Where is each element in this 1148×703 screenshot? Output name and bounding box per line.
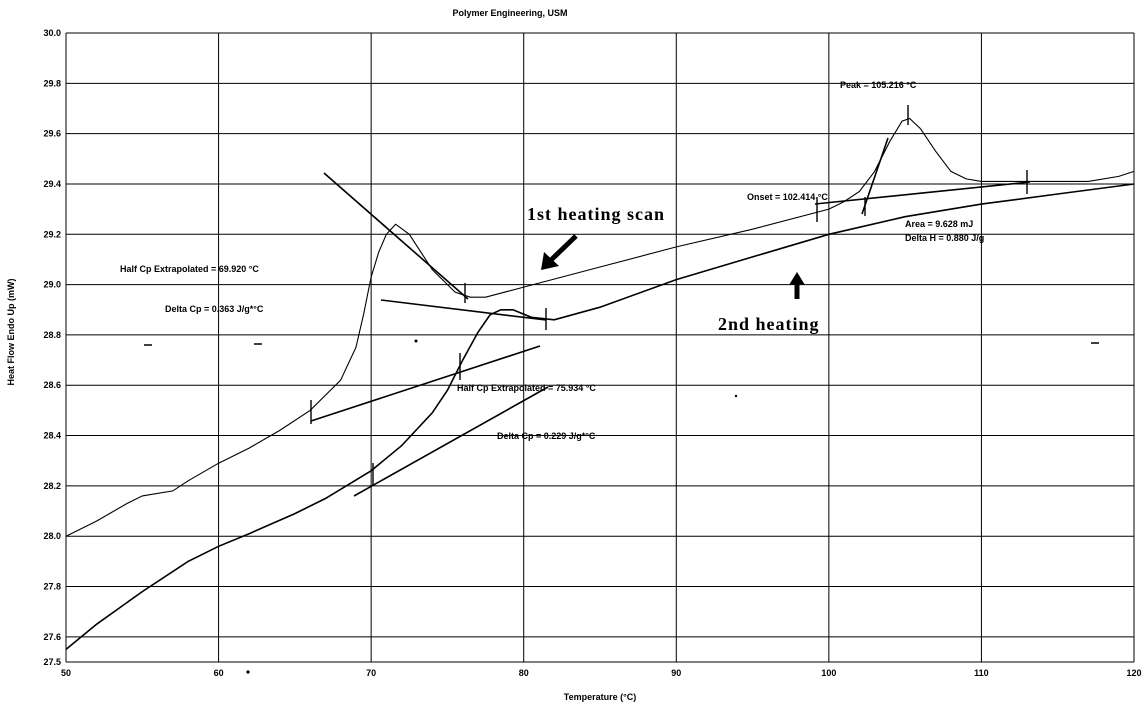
x-tick-label: 80 [519, 668, 529, 678]
tangent-1st-glass-pre [310, 345, 541, 422]
stray-dot [414, 339, 418, 343]
annotation-peak: Peak = 105.216 °C [840, 80, 917, 90]
tangent-1st-glass-slope [323, 172, 469, 300]
x-tick-label: 70 [366, 668, 376, 678]
y-tick-label: 27.6 [43, 632, 61, 642]
annotation-delta-h: Delta H = 0.880 J/g [905, 233, 984, 243]
tangent-melt-onset [861, 137, 889, 215]
y-tick-label: 28.0 [43, 531, 61, 541]
y-tick-label: 28.8 [43, 330, 61, 340]
series-2nd-heating-curve [65, 183, 1135, 651]
x-tick-label: 50 [61, 668, 71, 678]
x-tick-label: 60 [214, 668, 224, 678]
stray-dot [734, 394, 738, 398]
arrow-2nd-scan-head [789, 272, 805, 285]
tangent-1st-glass-post [380, 299, 547, 321]
y-tick-label: 28.6 [43, 380, 61, 390]
y-tick-label: 29.8 [43, 78, 61, 88]
y-tick-label: 29.4 [43, 179, 61, 189]
baseline-melt-peak [814, 181, 1031, 205]
annotation-half-cp-1: Half Cp Extrapolated = 69.920 °C [120, 264, 259, 274]
grid [65, 32, 1135, 663]
y-tick-label: 28.4 [43, 431, 61, 441]
arrow-1st-scan-head [541, 252, 559, 270]
x-tick-label: 110 [974, 668, 989, 678]
y-tick-label: 28.2 [43, 481, 61, 491]
y-axis-label: Heat Flow Endo Up (mW) [6, 279, 16, 386]
chart-title: Polymer Engineering, USM [452, 8, 567, 18]
x-tick-label: 120 [1126, 668, 1141, 678]
stray-dot [246, 670, 250, 674]
annotation-delta-cp-2: Delta Cp = 0.229 J/g*°C [497, 431, 596, 441]
y-tick-label: 29.2 [43, 229, 61, 239]
y-tick-label: 29.6 [43, 129, 61, 139]
annotation-delta-cp-1: Delta Cp = 0.363 J/g*°C [165, 304, 264, 314]
analysis-overlays [144, 105, 1099, 674]
tangent-2nd-glass-pre [353, 386, 549, 497]
x-tick-label: 90 [671, 668, 681, 678]
x-axis-label: Temperature (°C) [564, 692, 636, 702]
tick-labels: 50 60 70 80 90 100 110 120 27.5 27.6 27.8 28.0 28.2 2… [43, 28, 1141, 678]
annotations: Peak = 105.216 °C Onset = 102.414 °C Are… [120, 80, 984, 441]
y-tick-label: 27.5 [43, 657, 61, 667]
arrow-1st-scan-shaft [548, 234, 578, 263]
annotation-area: Area = 9.628 mJ [905, 219, 973, 229]
annotation-onset: Onset = 102.414 °C [747, 192, 828, 202]
series-1st-heating-curve [65, 117, 1135, 537]
label-1st-heating-scan: 1st heating scan [527, 204, 665, 224]
y-tick-label: 27.8 [43, 582, 61, 592]
label-2nd-heating: 2nd heating [718, 314, 820, 334]
y-tick-label: 29.0 [43, 280, 61, 290]
x-tick-label: 100 [821, 668, 836, 678]
y-tick-label: 30.0 [43, 28, 61, 38]
annotation-half-cp-2: Half Cp Extrapolated = 75.934 °C [457, 383, 596, 393]
series-lines [65, 117, 1135, 651]
